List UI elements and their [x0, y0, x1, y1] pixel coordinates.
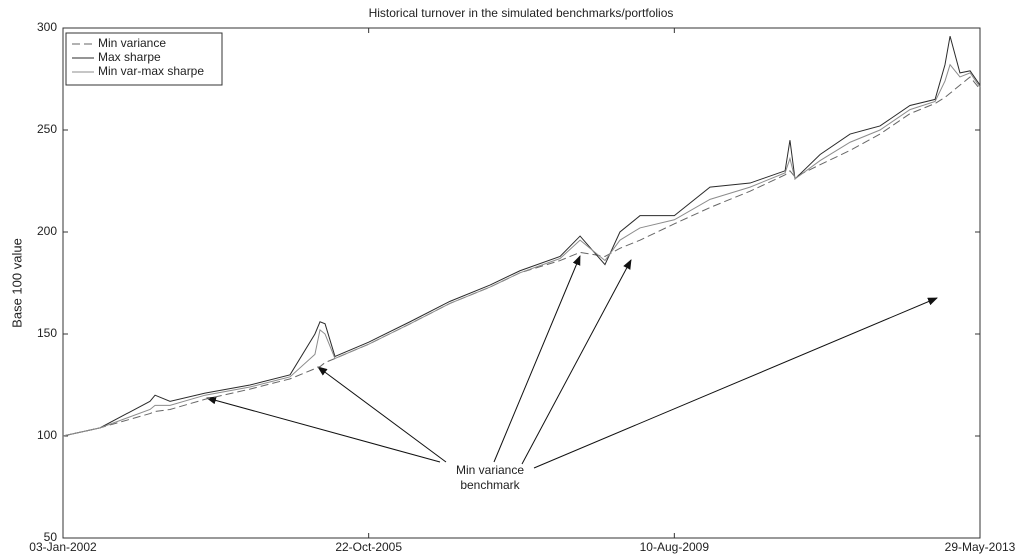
legend-label: Min variance [98, 36, 166, 50]
y-tick-label: 250 [37, 122, 57, 136]
y-tick-label: 200 [37, 224, 57, 238]
series-line [62, 76, 981, 437]
x-tick-label: 10-Aug-2009 [640, 540, 710, 554]
y-tick-label: 100 [37, 428, 57, 442]
annotation: benchmark [460, 478, 520, 492]
y-axis-label: Base 100 value [9, 238, 24, 328]
x-tick-label: 29-May-2013 [945, 540, 1016, 554]
y-tick-label: 300 [37, 20, 57, 34]
legend-label: Max sharpe [98, 50, 161, 64]
arrow [521, 259, 632, 465]
x-tick-label: 03-Jan-2002 [29, 540, 97, 554]
plot-frame [62, 27, 981, 539]
arrow [533, 297, 938, 469]
arrow [206, 396, 441, 463]
x-tick-label: 22-Oct-2005 [335, 540, 402, 554]
series-line [62, 36, 981, 437]
annotation-arrows [206, 255, 938, 469]
series-line [62, 63, 981, 437]
y-tick-label: 50 [44, 530, 58, 544]
y-tick-label: 150 [37, 326, 57, 340]
annotation: Min variance [456, 463, 524, 477]
arrow [493, 255, 581, 463]
legend-label: Min var-max sharpe [98, 64, 204, 78]
chart-title: Historical turnover in the simulated ben… [369, 6, 674, 20]
arrow [317, 366, 447, 463]
legend-box [65, 32, 223, 86]
